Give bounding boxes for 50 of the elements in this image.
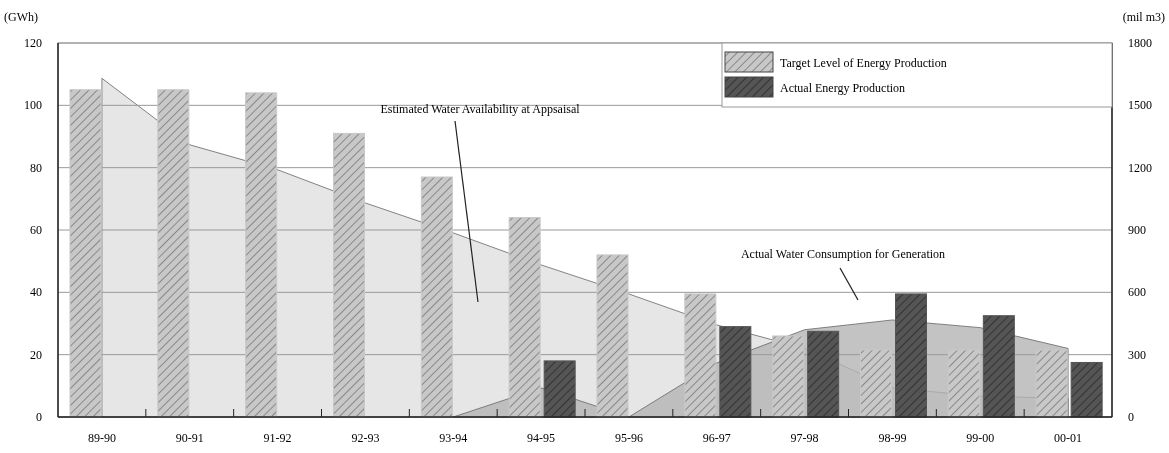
bar xyxy=(157,89,190,418)
x-tick-label: 90-91 xyxy=(175,431,204,445)
x-tick-label: 95-96 xyxy=(614,431,643,445)
bar xyxy=(772,335,805,418)
bar xyxy=(807,330,840,418)
bar xyxy=(1035,349,1068,418)
y-tick-label: 20 xyxy=(30,347,42,362)
y-tick-label: 100 xyxy=(24,98,42,113)
y2-tick-label: 1800 xyxy=(1128,36,1152,50)
bar xyxy=(719,326,752,418)
x-tick-label: 99-00 xyxy=(966,431,995,445)
annotation: Estimated Water Availability at Appsaisal xyxy=(380,102,581,116)
x-tick-label: 94-95 xyxy=(527,431,556,445)
y-axis-title: (GWh) xyxy=(4,10,38,24)
x-tick-label: 91-92 xyxy=(263,431,292,445)
y2-tick-label: 900 xyxy=(1128,223,1146,237)
legend-label: Actual Energy Production xyxy=(780,81,906,95)
bar xyxy=(420,176,453,418)
y-tick-label: 0 xyxy=(36,410,42,424)
y-tick-label: 80 xyxy=(30,160,42,175)
bar xyxy=(333,132,365,418)
annotation: Actual Water Consumption for Generation xyxy=(740,247,946,261)
y2-tick-label: 0 xyxy=(1128,410,1134,424)
y2-tick-label: 600 xyxy=(1128,285,1146,300)
bar xyxy=(947,349,980,418)
y2-tick-label: 300 xyxy=(1128,347,1146,362)
x-tick-label: 89-90 xyxy=(87,431,116,445)
y-tick-label: 120 xyxy=(24,36,42,50)
x-tick-label: 93-94 xyxy=(439,431,468,445)
bar xyxy=(69,89,102,418)
y2-axis-title: (mil m3) xyxy=(1122,10,1165,24)
x-tick-label: 98-99 xyxy=(878,431,907,445)
legend-label: Target Level of Energy Production xyxy=(780,56,947,70)
bar xyxy=(245,92,278,418)
y2-tick-label: 1500 xyxy=(1128,98,1152,113)
bar xyxy=(596,254,629,418)
bar xyxy=(508,217,541,418)
bar xyxy=(860,349,892,418)
x-tick-label: 96-97 xyxy=(702,431,731,445)
x-tick-label: 97-98 xyxy=(790,431,819,445)
bar xyxy=(684,293,717,418)
bar xyxy=(895,293,927,418)
x-tick-label: 00-01 xyxy=(1054,431,1083,445)
bar xyxy=(982,315,1015,418)
y2-tick-label: 1200 xyxy=(1128,160,1152,175)
x-tick-label: 92-93 xyxy=(351,431,380,445)
bar xyxy=(543,360,576,418)
y-tick-label: 60 xyxy=(30,223,42,237)
bar xyxy=(1070,361,1103,418)
y-tick-label: 40 xyxy=(30,285,42,300)
